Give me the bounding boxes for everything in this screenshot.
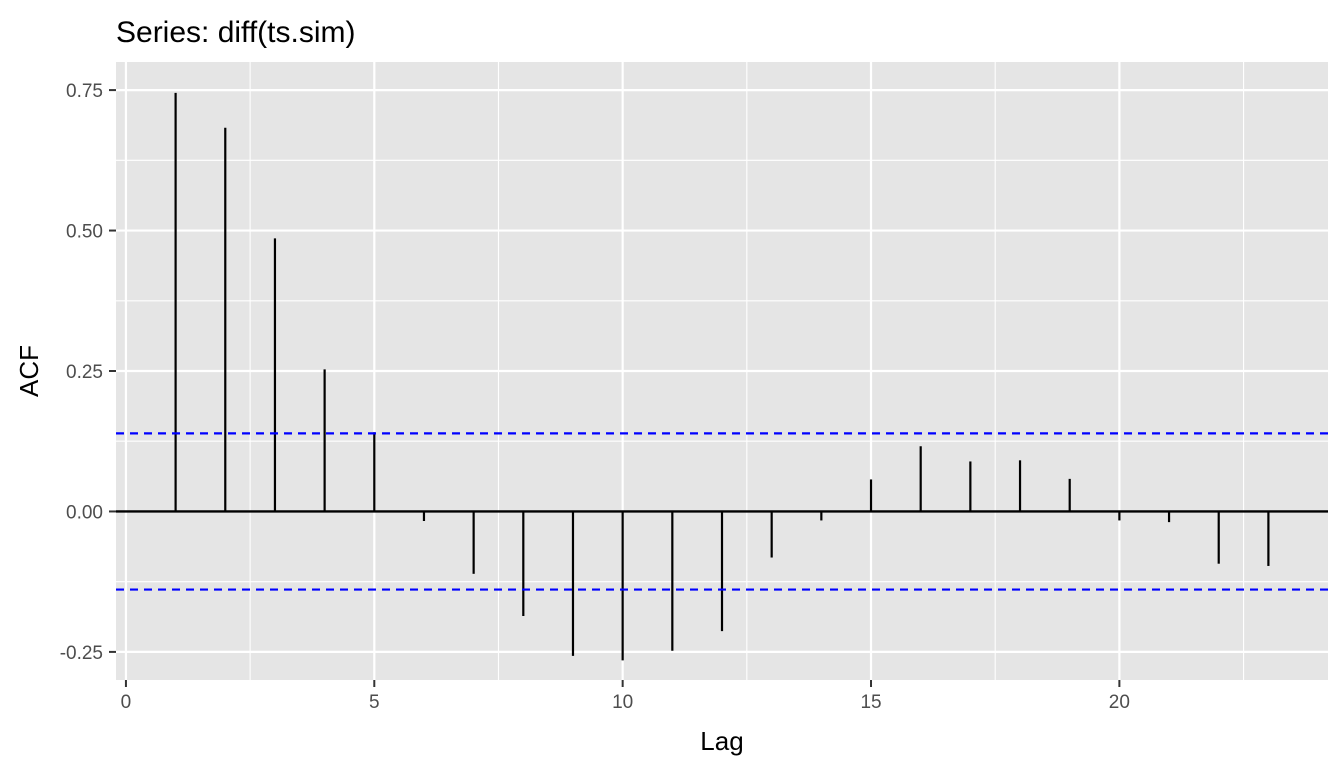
y-axis-title: ACF	[14, 345, 44, 397]
y-tick-label: -0.25	[60, 643, 103, 664]
acf-bars	[116, 92, 1328, 661]
x-axis-title: Lag	[700, 726, 743, 756]
x-axis: 0 5 10 15 20	[121, 680, 1130, 713]
y-tick-label: 0.25	[66, 362, 103, 383]
x-tick-label: 20	[1109, 692, 1130, 713]
x-tick-label: 15	[860, 692, 881, 713]
chart-title: Series: diff(ts.sim)	[116, 16, 356, 49]
x-tick-label: 5	[369, 692, 380, 713]
y-axis: -0.25 0.00 0.25 0.50 0.75	[60, 81, 116, 664]
x-tick-label: 0	[121, 692, 132, 713]
y-tick-label: 0.75	[66, 81, 103, 102]
confidence-bounds	[116, 432, 1328, 591]
y-tick-label: 0.50	[66, 222, 103, 243]
y-tick-label: 0.00	[66, 502, 103, 523]
x-tick-label: 10	[612, 692, 633, 713]
